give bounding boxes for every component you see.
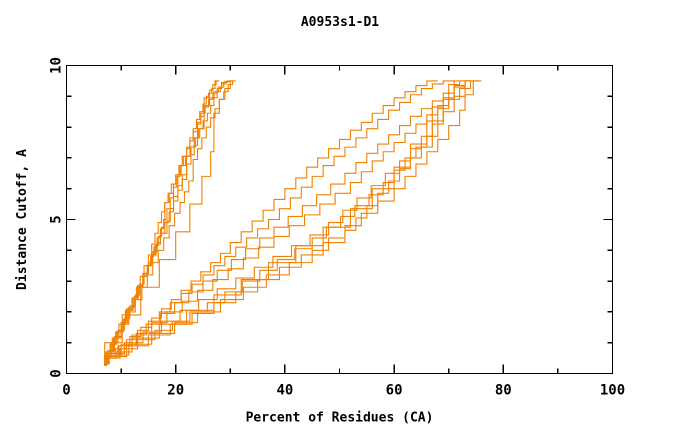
data-curves-layer: [104, 80, 482, 366]
data-curve: [107, 80, 234, 365]
data-curve: [106, 80, 455, 366]
y-axis-title: Distance Cutoff, A: [15, 149, 30, 290]
data-curve: [108, 80, 482, 365]
x-axis-tick-label: 40: [276, 383, 293, 399]
x-axis-tick-label: 80: [495, 383, 512, 399]
page-title: A0953s1-D1: [300, 15, 380, 30]
data-curve: [105, 80, 471, 366]
axis-labels-layer: 0 20 40 60 80 100 0 5 10 Percent of Residues (CA)…: [15, 57, 625, 425]
axis-ticks-layer: [65, 64, 614, 375]
x-axis-tick-label: 0: [62, 383, 70, 399]
data-curve: [104, 80, 479, 366]
data-curve: [107, 80, 471, 365]
data-curve: [104, 80, 234, 366]
x-axis-tick-label: 60: [386, 383, 403, 399]
data-curve: [105, 80, 471, 366]
x-axis-tick-label: 20: [167, 383, 184, 399]
y-axis-tick-label: 5: [49, 215, 65, 223]
data-curve: [104, 80, 220, 366]
x-axis-title: Percent of Residues (CA): [246, 411, 434, 426]
data-curve: [107, 80, 466, 365]
data-curve: [108, 80, 438, 365]
x-axis-tick-label: 100: [600, 383, 625, 399]
data-curve: [105, 80, 236, 366]
y-axis-tick-label: 10: [49, 57, 65, 74]
y-axis-tick-label: 0: [49, 369, 65, 377]
